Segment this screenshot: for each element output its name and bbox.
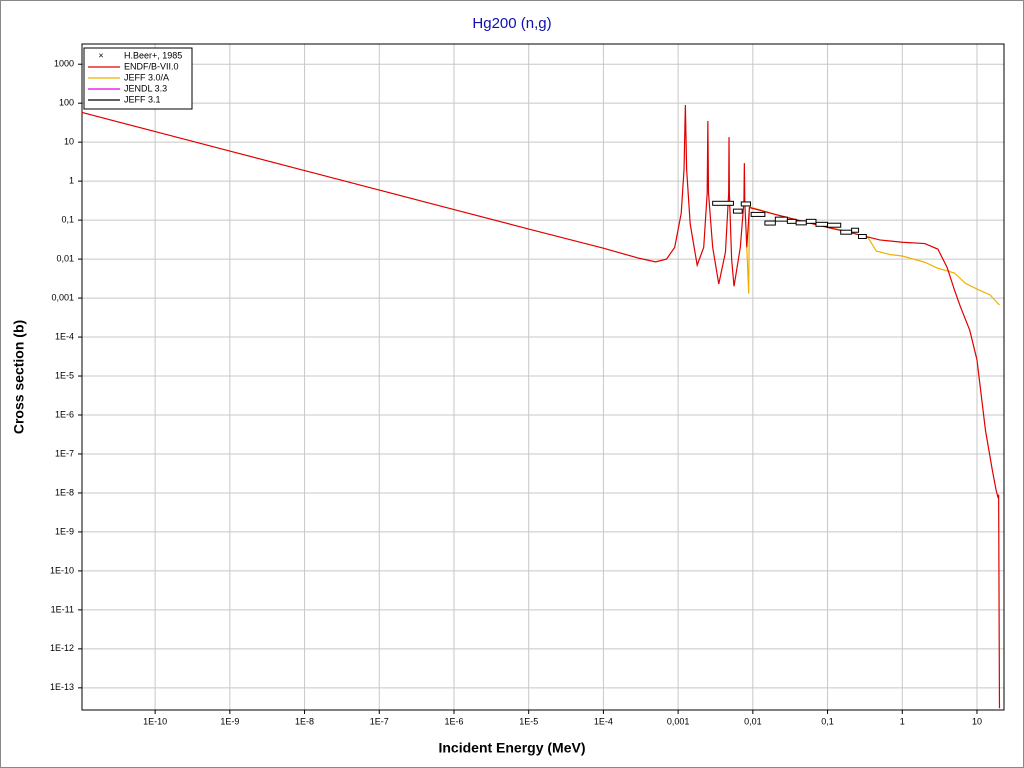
legend-label: JENDL 3.3: [124, 83, 167, 93]
y-tick-label: 1: [69, 176, 74, 186]
data-point: [712, 200, 734, 206]
data-point: [851, 227, 860, 233]
x-tick-label: 0,001: [667, 716, 690, 726]
y-tick-label: 1E-13: [50, 682, 74, 692]
x-tick-label: 1E-10: [143, 716, 167, 726]
legend-label: JEFF 3.0/A: [124, 72, 169, 82]
y-tick-label: 0,1: [61, 214, 74, 224]
data-point: [786, 218, 797, 224]
data-point: [827, 222, 842, 228]
x-tick-label: 1E-4: [594, 716, 613, 726]
y-tick-label: 1E-10: [50, 565, 74, 575]
series-line: [81, 104, 1001, 709]
data-point: [795, 220, 807, 226]
y-tick-label: 0,001: [51, 292, 74, 302]
x-axis-label: Incident Energy (MeV): [438, 740, 585, 756]
data-point: [750, 211, 766, 217]
y-tick-label: 1000: [54, 59, 74, 69]
x-tick-label: 1E-6: [444, 716, 463, 726]
chart-title: Hg200 (n,g): [472, 15, 551, 32]
legend-label: JEFF 3.1: [124, 94, 161, 104]
x-tick-label: 1E-7: [370, 716, 389, 726]
y-tick-label: 0,01: [56, 253, 74, 263]
y-tick-label: 1E-11: [51, 604, 74, 614]
y-tick-label: 1E-8: [55, 487, 74, 497]
y-tick-label: 1E-4: [55, 331, 74, 341]
y-axis-label: Cross section (b): [11, 320, 27, 434]
y-tick-label: 1E-9: [55, 526, 74, 536]
data-point: [805, 218, 817, 224]
data-point: [858, 233, 867, 239]
legend-label: ENDF/B-VII.0: [124, 61, 179, 71]
x-tick-label: 0,1: [821, 716, 834, 726]
x-tick-label: 1E-8: [295, 716, 314, 726]
y-tick-label: 1E-12: [50, 643, 74, 653]
x-tick-label: 1E-5: [519, 716, 538, 726]
plot-border: [81, 43, 1005, 711]
data-point: [774, 216, 788, 222]
x-tick-label: 1E-9: [220, 716, 239, 726]
data-point: [732, 208, 743, 214]
y-tick-label: 1E-7: [55, 448, 74, 458]
data-point: [815, 221, 829, 227]
y-tick-label: 1E-6: [55, 409, 74, 419]
x-tick-label: 1: [900, 716, 905, 726]
y-tick-label: 100: [59, 98, 74, 108]
legend-marker: ×: [98, 50, 103, 60]
data-point: [840, 229, 853, 235]
y-tick-label: 10: [64, 137, 74, 147]
y-tick-label: 1E-5: [55, 370, 74, 380]
data-point: [740, 201, 751, 207]
x-tick-label: 10: [972, 716, 982, 726]
data-point: [764, 220, 776, 226]
legend-label: H.Beer+, 1985: [124, 50, 182, 60]
x-tick-label: 0,01: [744, 716, 762, 726]
